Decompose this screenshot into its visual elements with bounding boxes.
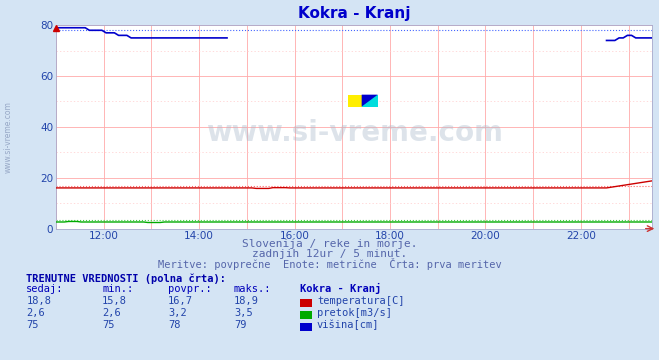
Text: 2,6: 2,6 bbox=[102, 308, 121, 318]
Text: 18,9: 18,9 bbox=[234, 296, 259, 306]
Text: Slovenija / reke in morje.: Slovenija / reke in morje. bbox=[242, 239, 417, 249]
Text: povpr.:: povpr.: bbox=[168, 284, 212, 294]
Polygon shape bbox=[362, 95, 378, 107]
Text: 75: 75 bbox=[26, 320, 39, 330]
Text: pretok[m3/s]: pretok[m3/s] bbox=[317, 308, 392, 318]
FancyBboxPatch shape bbox=[362, 95, 378, 107]
Text: 78: 78 bbox=[168, 320, 181, 330]
FancyBboxPatch shape bbox=[348, 95, 375, 107]
Text: 16,7: 16,7 bbox=[168, 296, 193, 306]
Text: www.si-vreme.com: www.si-vreme.com bbox=[3, 101, 13, 173]
Text: sedaj:: sedaj: bbox=[26, 284, 64, 294]
Text: 79: 79 bbox=[234, 320, 246, 330]
Text: višina[cm]: višina[cm] bbox=[317, 320, 380, 330]
Text: temperatura[C]: temperatura[C] bbox=[317, 296, 405, 306]
Text: TRENUTNE VREDNOSTI (polna črta):: TRENUTNE VREDNOSTI (polna črta): bbox=[26, 273, 226, 284]
Text: www.si-vreme.com: www.si-vreme.com bbox=[206, 119, 503, 147]
Text: Meritve: povprečne  Enote: metrične  Črta: prva meritev: Meritve: povprečne Enote: metrične Črta:… bbox=[158, 258, 501, 270]
Text: Kokra - Kranj: Kokra - Kranj bbox=[300, 283, 381, 294]
Text: 75: 75 bbox=[102, 320, 115, 330]
Text: 15,8: 15,8 bbox=[102, 296, 127, 306]
Text: maks.:: maks.: bbox=[234, 284, 272, 294]
Text: 2,6: 2,6 bbox=[26, 308, 45, 318]
Text: min.:: min.: bbox=[102, 284, 133, 294]
Text: 3,2: 3,2 bbox=[168, 308, 186, 318]
Text: 3,5: 3,5 bbox=[234, 308, 252, 318]
Text: zadnjih 12ur / 5 minut.: zadnjih 12ur / 5 minut. bbox=[252, 249, 407, 260]
Text: 18,8: 18,8 bbox=[26, 296, 51, 306]
Title: Kokra - Kranj: Kokra - Kranj bbox=[298, 6, 411, 21]
